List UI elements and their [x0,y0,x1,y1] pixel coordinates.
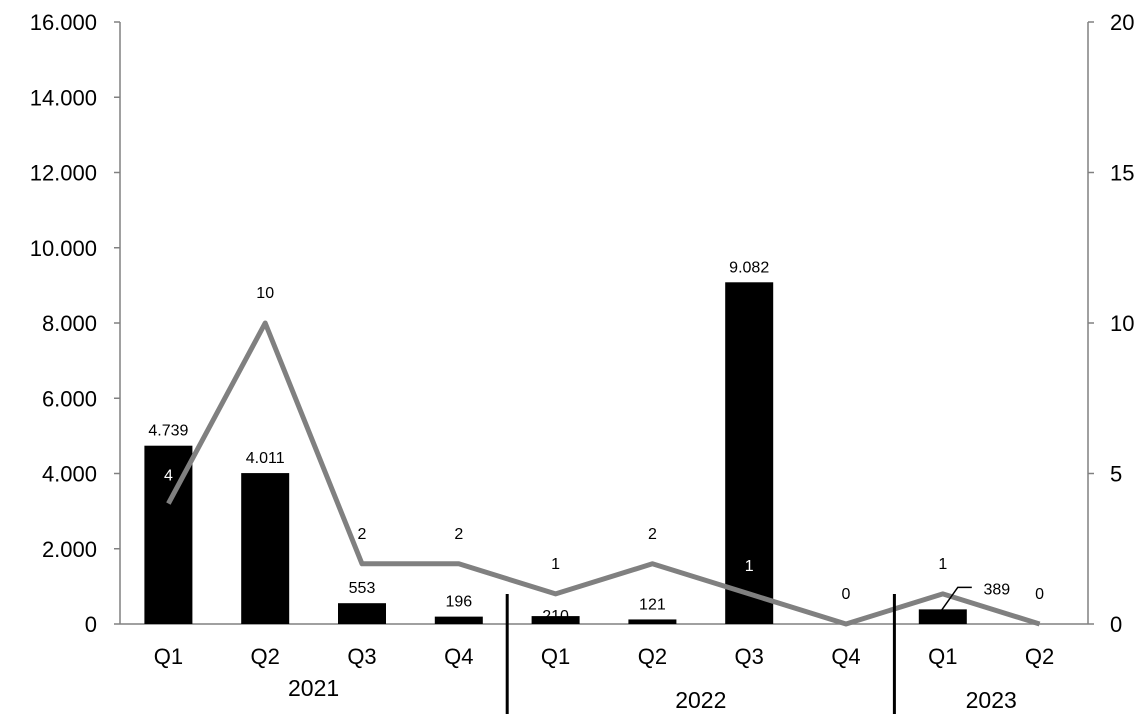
line-series [166,320,1041,627]
line-path [166,320,1041,627]
year-group-label: 2022 [675,687,726,713]
line-value-label: 2 [648,526,657,543]
bar [725,282,774,624]
category-label: Q2 [638,644,667,669]
line-value-label: 1 [551,556,560,573]
bar-value-label: 4.739 [148,423,188,440]
category-label: Q4 [444,644,473,669]
x-axis-labels: Q1 Q2 Q3 Q4 Q1 Q2 Q3 Q4 Q1 Q2 2021 2022 2023 [154,594,1054,714]
y-left-tick-label: 4.000 [42,462,97,487]
y-left-tick-label: 8.000 [42,311,97,336]
y-right-tick-label: 10 [1110,311,1134,336]
category-label: Q3 [735,644,764,669]
category-label: Q3 [347,644,376,669]
bar-series [144,282,967,624]
y-left-tick-label: 10.000 [30,236,97,261]
category-label: Q1 [541,644,570,669]
category-label: Q2 [1025,644,1054,669]
line-value-label: 0 [1035,586,1044,603]
line-value-label: 2 [454,526,463,543]
bar-value-label: 9.082 [729,259,769,276]
axes: 0 2.000 4.000 6.000 8.000 10.000 12.000 14.000 1… [30,10,1135,637]
bar-value-label: 121 [639,596,666,613]
y-left-tick-label: 0 [85,612,97,637]
category-label: Q1 [154,644,183,669]
line-value-label: 0 [842,586,851,603]
bar [628,619,677,624]
bar [918,609,967,624]
bar-value-label: 196 [445,594,472,611]
y-right-tick-label: 0 [1110,612,1122,637]
year-group-label: 2021 [288,675,339,701]
label-leader-line [940,586,972,612]
y-left-tick-label: 14.000 [30,85,97,110]
category-label: Q4 [831,644,860,669]
line-value-label: 2 [358,526,367,543]
line-value-label: 1 [745,558,754,575]
year-group-label: 2023 [966,687,1017,713]
y-right-tick-label: 15 [1110,161,1134,186]
bar-value-label: 4.011 [246,450,285,467]
line-value-label: 10 [256,285,274,302]
bar [241,473,290,624]
y-right-tick-label: 5 [1110,462,1122,487]
y-left-tick-label: 16.000 [30,10,97,35]
y-right-tick-label: 20 [1110,10,1134,35]
category-label: Q1 [928,644,957,669]
bar [434,616,483,624]
bar [338,603,386,624]
bar-value-label: 210 [542,608,569,625]
y-left-tick-label: 12.000 [30,161,97,186]
y-left-tick-label: 2.000 [42,537,97,562]
line-value-label: 1 [938,556,947,573]
y-left-tick-label: 6.000 [42,386,97,411]
bar-value-label: 389 [983,581,1010,598]
line-value-label: 4 [164,468,173,485]
bar [531,616,580,624]
category-label: Q2 [251,644,280,669]
bar-value-label: 553 [349,580,376,597]
